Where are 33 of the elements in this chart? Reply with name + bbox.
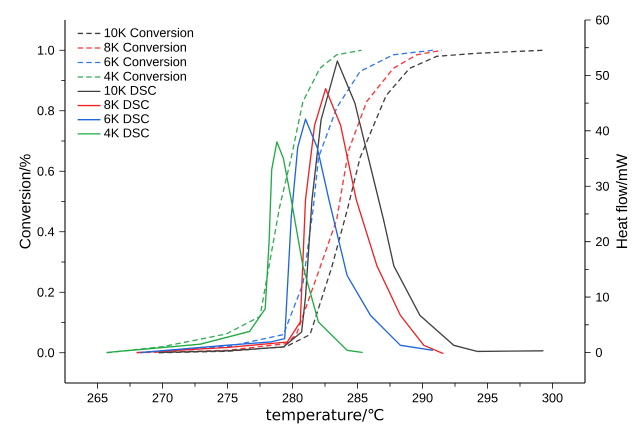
y2-tick-label: 30 — [596, 182, 609, 191]
y-tick-label: 0.4 — [38, 227, 54, 236]
y2-tick-label: 60 — [596, 16, 609, 24]
legend-label: 8K Conversion — [104, 42, 186, 52]
x-tick-label: 295 — [478, 393, 498, 402]
x-tick-label: 275 — [218, 393, 238, 402]
y-tick-label: 0.0 — [38, 348, 54, 358]
legend-label: 6K DSC — [104, 114, 150, 124]
y-tick-label: 0.2 — [38, 288, 54, 297]
legend-label: 4K DSC — [104, 128, 150, 138]
x-tick-label: 280 — [282, 393, 303, 402]
x-tick-label: 265 — [88, 393, 108, 402]
line-series — [106, 141, 364, 354]
y2-tick-label: 40 — [596, 126, 609, 136]
y2-axis-title: Heat flow/mW — [616, 154, 628, 248]
x-tick-label: 270 — [152, 393, 173, 402]
y2-tick-label: 20 — [596, 237, 609, 246]
y-tick-label: 0.6 — [38, 166, 54, 176]
x-tick-label: 285 — [348, 393, 368, 402]
legend-label: 8K DSC — [104, 100, 150, 110]
legend-label: 4K Conversion — [104, 71, 186, 81]
y2-tick-label: 10 — [596, 292, 609, 302]
x-tick-label: 300 — [542, 393, 563, 402]
x-axis-title: temperature/℃ — [266, 408, 384, 424]
y-tick-label: 0.8 — [38, 106, 54, 116]
y2-tick-label: 0 — [596, 348, 602, 357]
legend-label: 6K Conversion — [104, 56, 186, 66]
y-tick-label: 1.0 — [38, 46, 54, 55]
x-tick-label: 290 — [412, 393, 433, 402]
legend-label: 10K DSC — [104, 86, 156, 95]
y2-tick-label: 50 — [596, 70, 609, 80]
y-axis-title: Conversion/% — [19, 154, 31, 248]
legend-label: 10K Conversion — [104, 28, 194, 38]
